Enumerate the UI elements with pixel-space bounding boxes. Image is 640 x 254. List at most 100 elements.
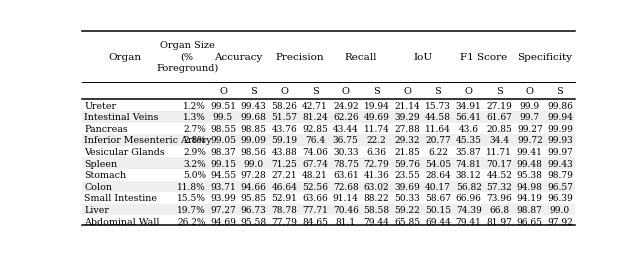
Text: F1 Score: F1 Score — [460, 52, 508, 61]
Text: 20.85: 20.85 — [486, 124, 512, 133]
Text: 99.05: 99.05 — [210, 136, 236, 145]
Text: 99.09: 99.09 — [241, 136, 267, 145]
Text: 99.93: 99.93 — [547, 136, 573, 145]
Text: 99.0: 99.0 — [550, 205, 570, 214]
Text: S: S — [557, 87, 563, 96]
Text: 61.67: 61.67 — [486, 113, 512, 122]
Text: 71.25: 71.25 — [271, 159, 298, 168]
Text: 5.0%: 5.0% — [183, 170, 206, 180]
Text: 59.19: 59.19 — [271, 136, 298, 145]
Text: 28.64: 28.64 — [425, 170, 451, 180]
Text: 52.56: 52.56 — [302, 182, 328, 191]
Text: 99.72: 99.72 — [517, 136, 543, 145]
Bar — [83, 135, 575, 146]
Text: 99.27: 99.27 — [517, 124, 543, 133]
Text: 42.71: 42.71 — [302, 101, 328, 110]
Text: 62.26: 62.26 — [333, 113, 358, 122]
Text: 57.32: 57.32 — [486, 182, 512, 191]
Text: 94.69: 94.69 — [210, 217, 236, 226]
Text: 99.68: 99.68 — [241, 113, 267, 122]
Text: S: S — [496, 87, 503, 96]
Text: Intestinal Veins: Intestinal Veins — [84, 113, 159, 122]
Text: 84.65: 84.65 — [302, 217, 328, 226]
Text: 29.32: 29.32 — [394, 136, 420, 145]
Text: 46.64: 46.64 — [271, 182, 298, 191]
Text: S: S — [435, 87, 442, 96]
Text: 99.99: 99.99 — [547, 124, 573, 133]
Text: 58.26: 58.26 — [271, 101, 298, 110]
Text: 34.4: 34.4 — [490, 136, 509, 145]
Text: 49.69: 49.69 — [364, 113, 390, 122]
Text: 40.17: 40.17 — [425, 182, 451, 191]
Text: 51.57: 51.57 — [271, 113, 298, 122]
Text: 43.44: 43.44 — [333, 124, 358, 133]
Text: 27.21: 27.21 — [271, 170, 297, 180]
Text: 99.86: 99.86 — [547, 101, 573, 110]
Text: 27.88: 27.88 — [394, 124, 420, 133]
Text: 95.38: 95.38 — [517, 170, 543, 180]
Text: 95.85: 95.85 — [241, 194, 267, 203]
Text: 93.71: 93.71 — [210, 182, 236, 191]
Text: 78.78: 78.78 — [271, 205, 298, 214]
Text: Liver: Liver — [84, 205, 109, 214]
Text: 77.79: 77.79 — [271, 217, 298, 226]
Text: 94.55: 94.55 — [210, 170, 236, 180]
Text: 36.75: 36.75 — [333, 136, 359, 145]
Text: 99.43: 99.43 — [547, 159, 573, 168]
Text: Spleen: Spleen — [84, 159, 118, 168]
Text: 63.02: 63.02 — [364, 182, 389, 191]
Text: 43.76: 43.76 — [271, 124, 297, 133]
Text: 99.9: 99.9 — [520, 101, 540, 110]
Text: Stomach: Stomach — [84, 170, 127, 180]
Text: Abdominal Wall: Abdominal Wall — [84, 217, 160, 226]
Text: 34.91: 34.91 — [456, 101, 481, 110]
Bar — [83, 215, 575, 227]
Text: 99.5: 99.5 — [213, 113, 233, 122]
Text: 72.79: 72.79 — [364, 159, 389, 168]
Text: O: O — [526, 87, 534, 96]
Text: 99.43: 99.43 — [241, 101, 266, 110]
Bar — [83, 146, 575, 158]
Text: 66.8: 66.8 — [490, 205, 509, 214]
Text: 93.99: 93.99 — [210, 194, 236, 203]
Text: 44.52: 44.52 — [486, 170, 512, 180]
Text: 6.36: 6.36 — [367, 147, 387, 156]
Text: 78.75: 78.75 — [333, 159, 359, 168]
Text: 21.85: 21.85 — [394, 147, 420, 156]
Bar — [83, 158, 575, 169]
Text: Organ: Organ — [108, 52, 141, 61]
Text: 11.74: 11.74 — [364, 124, 390, 133]
Text: 99.15: 99.15 — [210, 159, 236, 168]
Text: 72.68: 72.68 — [333, 182, 358, 191]
Bar — [83, 123, 575, 135]
Text: 6.22: 6.22 — [428, 147, 448, 156]
Text: S: S — [250, 87, 257, 96]
Text: 98.55: 98.55 — [210, 124, 236, 133]
Text: 96.57: 96.57 — [547, 182, 573, 191]
Text: Ureter: Ureter — [84, 101, 116, 110]
Text: 27.19: 27.19 — [486, 101, 512, 110]
Text: 26.2%: 26.2% — [178, 217, 206, 226]
Text: 98.56: 98.56 — [241, 147, 267, 156]
Text: 99.94: 99.94 — [547, 113, 573, 122]
Text: 74.39: 74.39 — [456, 205, 481, 214]
Text: 94.98: 94.98 — [517, 182, 543, 191]
Text: 19.7%: 19.7% — [177, 205, 206, 214]
Text: 96.65: 96.65 — [516, 217, 543, 226]
Text: 56.41: 56.41 — [456, 113, 482, 122]
Text: 2.7%: 2.7% — [183, 124, 206, 133]
Text: 99.51: 99.51 — [210, 101, 236, 110]
Text: 69.44: 69.44 — [425, 217, 451, 226]
Text: 91.14: 91.14 — [333, 194, 359, 203]
Text: 98.37: 98.37 — [210, 147, 236, 156]
Text: 15.5%: 15.5% — [177, 194, 206, 203]
Text: 65.85: 65.85 — [394, 217, 420, 226]
Bar — [83, 204, 575, 215]
Text: 99.41: 99.41 — [517, 147, 543, 156]
Text: 59.76: 59.76 — [394, 159, 420, 168]
Text: 81.97: 81.97 — [486, 217, 512, 226]
Text: O: O — [342, 87, 349, 96]
Text: 11.64: 11.64 — [425, 124, 451, 133]
Text: 76.4: 76.4 — [305, 136, 325, 145]
Text: 59.22: 59.22 — [394, 205, 420, 214]
